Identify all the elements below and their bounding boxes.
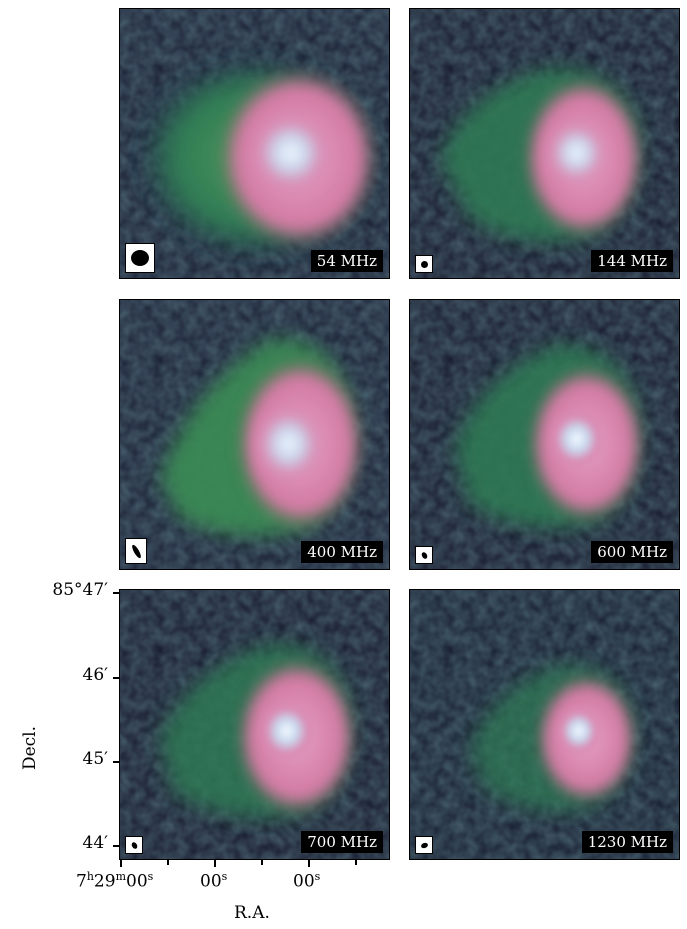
x-tick-label: 00s — [200, 870, 228, 892]
frequency-label: 400 MHz — [301, 541, 383, 563]
panel-54mhz: 54 MHz — [119, 8, 390, 279]
beam-marker — [125, 243, 155, 273]
frequency-label: 600 MHz — [591, 541, 673, 563]
frequency-label: 1230 MHz — [581, 831, 673, 853]
beam-marker — [125, 538, 147, 564]
panel-400mhz: 400 MHz — [119, 299, 390, 570]
y-tick — [113, 761, 119, 763]
x-tick — [355, 860, 357, 865]
x-tick-label: 00s — [293, 870, 321, 892]
radio-image — [410, 300, 679, 569]
beam-ellipse-icon — [130, 840, 138, 850]
beam-ellipse-icon — [419, 841, 429, 849]
beam-marker — [415, 255, 433, 273]
y-tick-label: 46′ — [82, 665, 109, 685]
y-tick-label: 85°47′ — [52, 580, 108, 600]
radio-image — [120, 590, 389, 859]
panel-700mhz: 700 MHz — [119, 589, 390, 860]
y-tick-label: 44′ — [82, 833, 109, 853]
radio-image — [120, 9, 389, 278]
y-tick-label: 45′ — [82, 749, 109, 769]
x-tick — [261, 860, 263, 865]
x-axis-label: R.A. — [234, 903, 270, 923]
beam-ellipse-icon — [420, 260, 428, 268]
x-tick — [308, 860, 310, 867]
panel-1230mhz: 1230 MHz — [409, 589, 680, 860]
panel-144mhz: 144 MHz — [409, 8, 680, 279]
y-tick — [113, 845, 119, 847]
radio-image — [120, 300, 389, 569]
x-tick — [120, 860, 122, 867]
beam-ellipse-icon — [130, 543, 142, 559]
frequency-label: 54 MHz — [310, 250, 383, 272]
y-axis-label: Decl. — [20, 725, 41, 771]
x-tick-label: 7h29m00s — [76, 870, 154, 892]
beam-marker — [415, 546, 433, 564]
radio-image — [410, 9, 679, 278]
beam-ellipse-icon — [420, 550, 428, 560]
beam-marker — [415, 836, 433, 854]
panel-600mhz: 600 MHz — [409, 299, 680, 570]
x-tick — [214, 860, 216, 867]
x-tick — [167, 860, 169, 865]
beam-marker — [125, 836, 143, 854]
frequency-label: 700 MHz — [301, 831, 383, 853]
frequency-label: 144 MHz — [591, 250, 673, 272]
y-tick — [113, 677, 119, 679]
y-tick — [113, 592, 119, 594]
beam-ellipse-icon — [131, 250, 149, 266]
radio-image — [410, 590, 679, 859]
